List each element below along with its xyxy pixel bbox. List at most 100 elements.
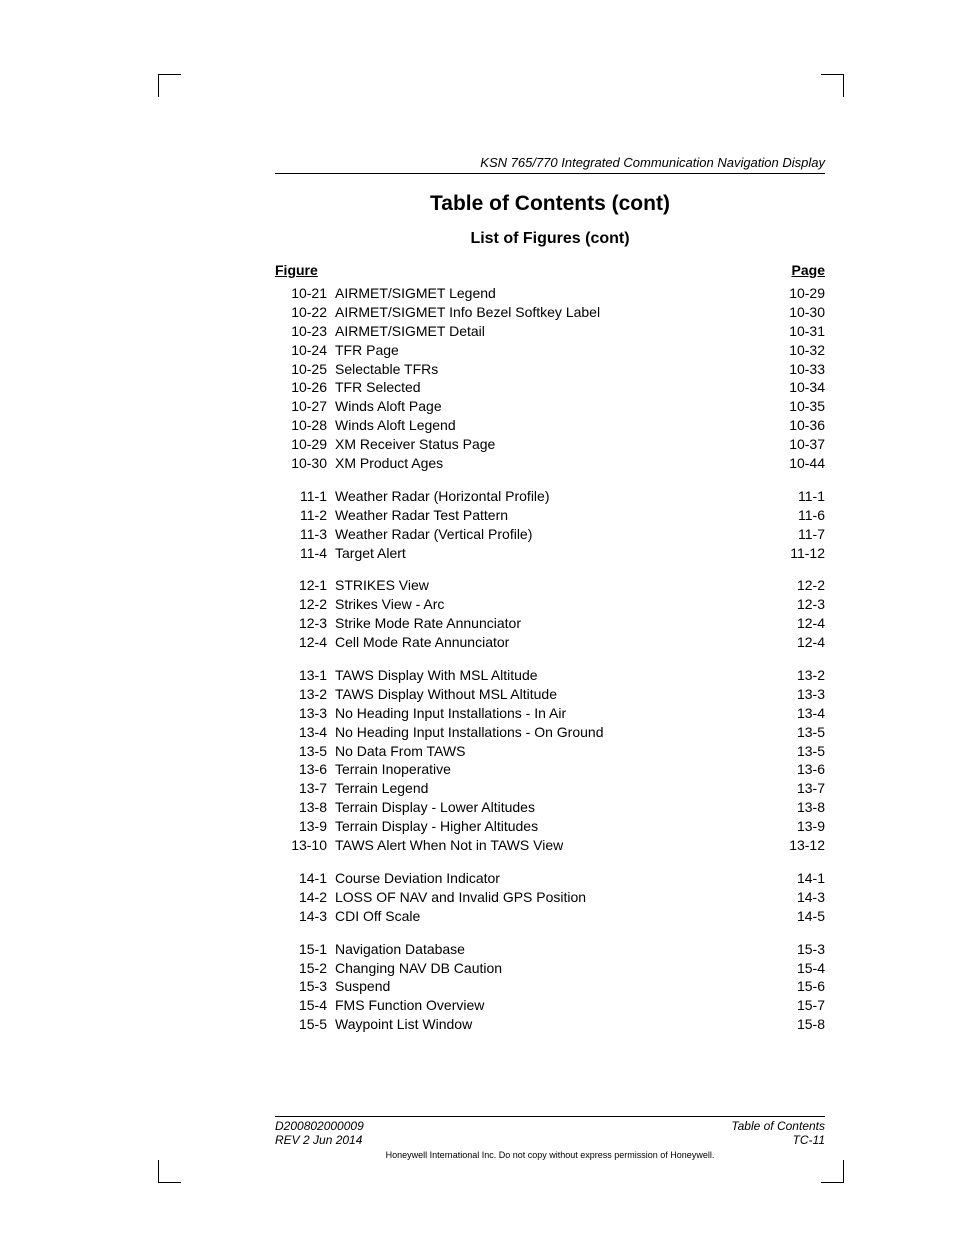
figure-number: 10-29 (275, 435, 335, 454)
footer-row-1: D200802000009 Table of Contents (275, 1119, 825, 1133)
figure-number: 10-30 (275, 454, 335, 473)
figure-number: 13-1 (275, 666, 335, 685)
toc-entry: 14-1Course Deviation Indicator14-1 (275, 869, 825, 888)
column-header-page: Page (792, 262, 825, 278)
page-title: Table of Contents (cont) (275, 192, 825, 216)
toc-group: 11-1Weather Radar (Horizontal Profile)11… (275, 487, 825, 563)
page-ref: 13-8 (775, 798, 825, 817)
page-footer: D200802000009 Table of Contents REV 2 Ju… (275, 1116, 825, 1160)
figure-number: 11-2 (275, 506, 335, 525)
page-ref: 10-34 (775, 378, 825, 397)
toc-entry: 10-26TFR Selected10-34 (275, 378, 825, 397)
toc-group: 10-21AIRMET/SIGMET Legend10-2910-22AIRME… (275, 284, 825, 473)
figure-title: Weather Radar (Vertical Profile) (335, 525, 532, 544)
figure-number: 13-6 (275, 760, 335, 779)
toc-entry: 10-30XM Product Ages 10-44 (275, 454, 825, 473)
figure-number: 15-4 (275, 996, 335, 1015)
page: KSN 765/770 Integrated Communication Nav… (0, 0, 954, 1235)
page-ref: 13-2 (775, 666, 825, 685)
footer-rule (275, 1116, 825, 1117)
figure-number: 10-23 (275, 322, 335, 341)
page-ref: 14-3 (775, 888, 825, 907)
toc-entry: 12-2Strikes View - Arc12-3 (275, 595, 825, 614)
page-ref: 11-1 (775, 487, 825, 506)
toc-entry: 11-2Weather Radar Test Pattern11-6 (275, 506, 825, 525)
figure-title: XM Product Ages (335, 454, 443, 473)
figure-number: 13-10 (275, 836, 335, 855)
page-ref: 14-5 (775, 907, 825, 926)
figure-number: 11-3 (275, 525, 335, 544)
figure-number: 13-7 (275, 779, 335, 798)
page-ref: 12-4 (775, 633, 825, 652)
toc-entry: 13-10TAWS Alert When Not in TAWS View13-… (275, 836, 825, 855)
figure-title: LOSS OF NAV and Invalid GPS Position (335, 888, 586, 907)
toc-entry: 13-8Terrain Display - Lower Altitudes13-… (275, 798, 825, 817)
page-ref: 15-8 (775, 1015, 825, 1034)
page-ref: 10-44 (775, 454, 825, 473)
toc-entry: 13-1TAWS Display With MSL Altitude13-2 (275, 666, 825, 685)
figure-title: TAWS Alert When Not in TAWS View (335, 836, 563, 855)
figure-title: Winds Aloft Legend (335, 416, 456, 435)
toc-entry: 10-27Winds Aloft Page10-35 (275, 397, 825, 416)
figure-title: AIRMET/SIGMET Detail (335, 322, 485, 341)
running-header: KSN 765/770 Integrated Communication Nav… (275, 155, 825, 174)
figure-title: CDI Off Scale (335, 907, 420, 926)
toc-group: 13-1TAWS Display With MSL Altitude13-213… (275, 666, 825, 855)
toc-list: 10-21AIRMET/SIGMET Legend10-2910-22AIRME… (275, 284, 825, 1034)
toc-group: 14-1Course Deviation Indicator14-114-2LO… (275, 869, 825, 926)
figure-title: Weather Radar Test Pattern (335, 506, 508, 525)
figure-number: 10-22 (275, 303, 335, 322)
page-ref: 10-36 (775, 416, 825, 435)
page-ref: 15-3 (775, 940, 825, 959)
toc-entry: 10-28Winds Aloft Legend10-36 (275, 416, 825, 435)
page-ref: 15-6 (775, 977, 825, 996)
page-ref: 12-2 (775, 576, 825, 595)
page-ref: 11-12 (775, 544, 825, 563)
crop-mark (158, 74, 181, 97)
figure-title: Course Deviation Indicator (335, 869, 500, 888)
page-ref: 10-32 (775, 341, 825, 360)
toc-entry: 11-3Weather Radar (Vertical Profile)11-7 (275, 525, 825, 544)
figure-number: 13-2 (275, 685, 335, 704)
figure-number: 10-27 (275, 397, 335, 416)
column-headers: Figure Page (275, 262, 825, 278)
toc-group: 12-1STRIKES View12-212-2Strikes View - A… (275, 576, 825, 652)
page-ref: 13-7 (775, 779, 825, 798)
column-header-figure: Figure (275, 262, 318, 278)
figure-number: 13-5 (275, 742, 335, 761)
figure-number: 15-1 (275, 940, 335, 959)
toc-entry: 13-9Terrain Display - Higher Altitudes13… (275, 817, 825, 836)
toc-group: 15-1Navigation Database 15-315-2Changing … (275, 940, 825, 1034)
footer-row-2: REV 2 Jun 2014 TC-11 (275, 1133, 825, 1147)
toc-entry: 10-22AIRMET/SIGMET Info Bezel Softkey La… (275, 303, 825, 322)
figure-number: 10-24 (275, 341, 335, 360)
figure-number: 15-5 (275, 1015, 335, 1034)
figure-number: 15-2 (275, 959, 335, 978)
spacer (318, 262, 792, 278)
figure-title: Terrain Display - Higher Altitudes (335, 817, 538, 836)
figure-number: 13-4 (275, 723, 335, 742)
figure-title: AIRMET/SIGMET Info Bezel Softkey Label (335, 303, 600, 322)
toc-entry: 15-1Navigation Database 15-3 (275, 940, 825, 959)
figure-title: Terrain Display - Lower Altitudes (335, 798, 535, 817)
toc-entry: 15-2Changing NAV DB Caution15-4 (275, 959, 825, 978)
figure-title: Weather Radar (Horizontal Profile) (335, 487, 550, 506)
toc-entry: 12-4Cell Mode Rate Annunciator12-4 (275, 633, 825, 652)
page-subtitle: List of Figures (cont) (275, 230, 825, 248)
figure-number: 12-3 (275, 614, 335, 633)
toc-entry: 15-5Waypoint List Window15-8 (275, 1015, 825, 1034)
figure-number: 13-3 (275, 704, 335, 723)
page-ref: 13-9 (775, 817, 825, 836)
toc-entry: 13-6Terrain Inoperative13-6 (275, 760, 825, 779)
page-ref: 13-5 (775, 742, 825, 761)
page-ref: 12-4 (775, 614, 825, 633)
page-ref: 12-3 (775, 595, 825, 614)
figure-title: Selectable TFRs (335, 360, 438, 379)
toc-entry: 12-1STRIKES View12-2 (275, 576, 825, 595)
figure-title: Navigation Database (335, 940, 465, 959)
toc-entry: 10-25Selectable TFRs10-33 (275, 360, 825, 379)
page-ref: 10-29 (775, 284, 825, 303)
page-ref: 13-3 (775, 685, 825, 704)
content-area: KSN 765/770 Integrated Communication Nav… (275, 155, 825, 1048)
toc-entry: 15-4FMS Function Overview15-7 (275, 996, 825, 1015)
